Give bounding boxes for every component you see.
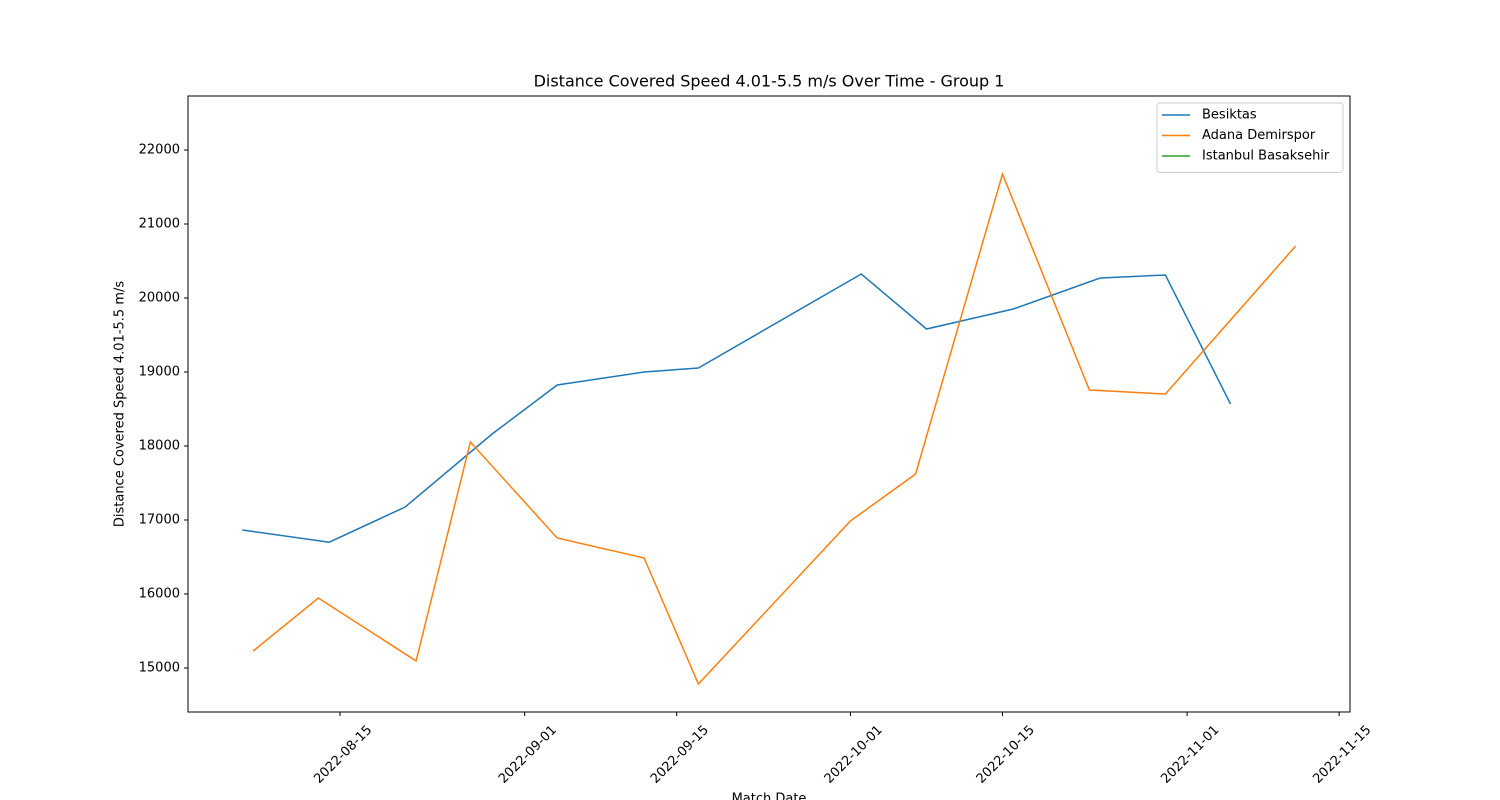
y-tick-label: 22000	[139, 143, 180, 158]
x-tick-label: 2022-08-15	[311, 723, 375, 787]
legend-label: Adana Demirspor	[1202, 128, 1316, 143]
plot-frame	[187, 95, 1351, 713]
y-tick-label: 20000	[139, 291, 180, 306]
y-tick-label: 16000	[139, 586, 180, 601]
y-axis-label: Distance Covered Speed 4.01-5.5 m/s	[113, 281, 128, 528]
x-tick-label: 2022-10-01	[822, 723, 886, 787]
y-tick-label: 19000	[139, 364, 180, 379]
x-tick-label: 2022-09-01	[496, 723, 560, 787]
x-tick-label: 2022-09-15	[648, 723, 712, 787]
legend-label: Istanbul Basaksehir	[1202, 149, 1330, 164]
series-line	[242, 273, 1232, 543]
y-tick-label: 15000	[139, 660, 180, 675]
x-tick-label: 2022-11-15	[1310, 723, 1374, 787]
y-tick-label: 21000	[139, 217, 180, 232]
y-tick-label: 17000	[139, 512, 180, 527]
x-tick-label: 2022-10-15	[974, 723, 1038, 787]
legend-label: Besiktas	[1202, 108, 1257, 123]
x-axis-label: Match Date	[732, 792, 807, 800]
legend-box	[1156, 102, 1344, 173]
series-line	[252, 171, 1297, 686]
chart-title: Distance Covered Speed 4.01-5.5 m/s Over…	[534, 72, 1005, 91]
y-tick-label: 18000	[139, 438, 180, 453]
x-tick-label: 2022-11-01	[1158, 723, 1222, 787]
